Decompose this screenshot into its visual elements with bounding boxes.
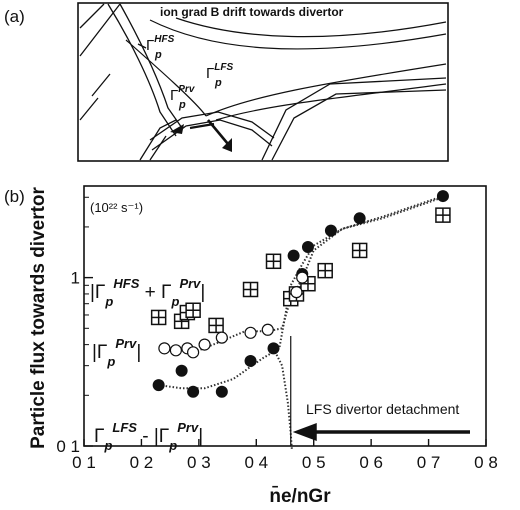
curve-label-sum: |ΓpHFS + ΓpPrv| bbox=[90, 276, 205, 309]
gamma-lfs-sup: LFS bbox=[214, 62, 233, 73]
left-wall-tiles bbox=[79, 3, 121, 121]
x-tick-label: 0 1 bbox=[72, 453, 96, 472]
point-filled-circle bbox=[215, 385, 228, 398]
gamma-hfs-sub: p bbox=[154, 49, 162, 61]
gamma-prv-sub: p bbox=[178, 99, 186, 111]
separatrix-inner bbox=[125, 39, 207, 117]
point-open-circle bbox=[169, 344, 182, 357]
x-tick-label: 0 5 bbox=[302, 453, 326, 472]
x-axis-title: n̄e/nGr bbox=[269, 486, 331, 507]
y-tick-label: 1 bbox=[71, 269, 80, 288]
y-tick-label: 0 1 bbox=[56, 437, 80, 456]
y-axis-title: Particle flux towards divertor bbox=[28, 186, 49, 448]
panel-a-diagram bbox=[77, 2, 449, 162]
curve-label-prv: |ΓpPrv| bbox=[92, 336, 141, 369]
dotted-curve bbox=[272, 347, 293, 450]
point-boxed-plus bbox=[265, 253, 282, 270]
flux-surface-1 bbox=[149, 19, 447, 50]
lfs-target-tiles bbox=[261, 77, 447, 161]
data-markers bbox=[150, 190, 451, 398]
x-ticks: 0 1 0 2 0 3 0 4 0 5 0 6 0 7 0 8 bbox=[72, 439, 498, 472]
point-filled-circle bbox=[152, 379, 165, 392]
dome-tiles bbox=[149, 111, 275, 151]
gamma-lfs-base: Γ bbox=[206, 65, 214, 82]
lfs-flux-arrow bbox=[207, 119, 229, 145]
prv-flux-arrowhead bbox=[170, 124, 184, 134]
gamma-hfs-label: ΓHFS p bbox=[146, 34, 175, 61]
gamma-hfs-base: Γ bbox=[146, 37, 154, 54]
point-filled-circle bbox=[324, 224, 337, 237]
flux-surface-3 bbox=[215, 83, 447, 121]
y-ticks: 0 1 1 bbox=[56, 196, 93, 456]
point-open-circle bbox=[244, 326, 257, 339]
point-open-circle bbox=[261, 323, 274, 336]
point-open-circle bbox=[290, 286, 303, 299]
hfs-leg bbox=[107, 3, 177, 137]
point-filled-circle bbox=[267, 342, 280, 355]
x-tick-label: 0 7 bbox=[417, 453, 441, 472]
point-boxed-plus bbox=[242, 281, 259, 298]
detachment-annotation: LFS divertor detachment bbox=[306, 401, 459, 417]
dotted-curve bbox=[158, 195, 444, 390]
hfs-leg-inner bbox=[119, 3, 183, 129]
hfs-target-tiles bbox=[139, 119, 177, 161]
panel-a-frame bbox=[77, 2, 449, 162]
point-open-circle bbox=[158, 342, 171, 355]
x-tick-label: 0 2 bbox=[130, 453, 154, 472]
hfs-flux-arrow bbox=[137, 43, 147, 49]
point-boxed-plus bbox=[150, 309, 167, 326]
unit-label: (10²² s⁻¹) bbox=[90, 200, 143, 215]
point-open-circle bbox=[198, 338, 211, 351]
point-boxed-plus bbox=[185, 302, 201, 319]
point-filled-circle bbox=[301, 240, 314, 253]
flux-surface-2 bbox=[175, 17, 447, 38]
x-tick-label: 0 3 bbox=[187, 453, 211, 472]
gamma-hfs-sup: HFS bbox=[154, 34, 174, 45]
point-boxed-plus bbox=[317, 262, 333, 279]
detachment-arrowhead bbox=[292, 423, 317, 441]
point-open-circle bbox=[296, 271, 309, 284]
point-boxed-plus bbox=[208, 317, 224, 334]
gamma-lfs-sub: p bbox=[214, 77, 222, 89]
detachment-marks bbox=[290, 336, 470, 446]
curve-label-diff: ΓpLFS - |ΓpPrv| bbox=[94, 420, 203, 453]
point-filled-circle bbox=[353, 212, 366, 225]
point-filled-circle bbox=[436, 190, 449, 203]
separatrix-lfs bbox=[205, 63, 447, 117]
point-filled-circle bbox=[287, 249, 300, 262]
prv-flux-arrow bbox=[189, 122, 215, 130]
panel-b-label: (b) bbox=[4, 187, 25, 206]
point-open-circle bbox=[215, 331, 228, 344]
panel-a-label: (a) bbox=[4, 7, 25, 26]
dotted-curves bbox=[158, 195, 444, 450]
point-boxed-plus bbox=[351, 242, 368, 259]
gamma-prv-base: Γ bbox=[170, 87, 178, 104]
point-open-circle bbox=[187, 346, 200, 359]
point-filled-circle bbox=[175, 364, 188, 377]
gamma-prv-label: ΓPrv p bbox=[170, 84, 196, 111]
lfs-flux-arrowhead bbox=[222, 138, 232, 152]
point-filled-circle bbox=[187, 385, 200, 398]
point-boxed-plus bbox=[435, 207, 451, 223]
gamma-lfs-label: ΓLFS p bbox=[206, 62, 233, 89]
x-tick-label: 0 6 bbox=[359, 453, 383, 472]
point-filled-circle bbox=[244, 354, 257, 367]
gamma-prv-sup: Prv bbox=[178, 84, 196, 95]
x-tick-label: 0 8 bbox=[474, 453, 498, 472]
plot-frame bbox=[83, 185, 487, 447]
panel-a-title: ion grad B drift towards divertor bbox=[160, 5, 344, 19]
x-tick-label: 0 4 bbox=[244, 453, 268, 472]
